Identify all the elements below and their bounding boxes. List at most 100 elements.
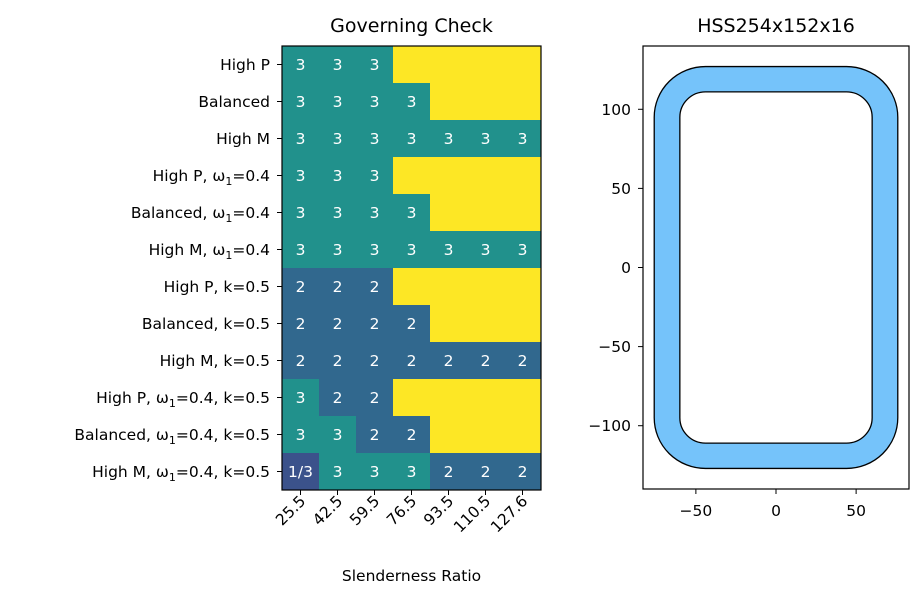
section-x-tick-label: 50 (846, 502, 866, 520)
heatmap-x-tick-label: 42.5 (309, 492, 346, 529)
heatmap-cell-label: 2 (370, 426, 380, 444)
heatmap-cell (319, 157, 357, 195)
heatmap-cell (467, 416, 505, 454)
heatmap-cell (393, 120, 431, 158)
heatmap-cell (356, 268, 394, 306)
heatmap-cell (393, 342, 431, 380)
heatmap-cell (504, 379, 542, 417)
heatmap-cell-label: 3 (296, 389, 306, 407)
heatmap-cell-label: 2 (370, 389, 380, 407)
heatmap-cell (430, 194, 468, 232)
heatmap-cell (504, 305, 542, 343)
heatmap-cell (319, 46, 357, 84)
heatmap-cell-label: 3 (370, 463, 380, 481)
heatmap-cell (319, 194, 357, 232)
heatmap-cell (356, 83, 394, 121)
heatmap-cell-label: 2 (481, 352, 491, 370)
heatmap-cell-label: 3 (333, 204, 343, 222)
heatmap-cell-label: 3 (333, 130, 343, 148)
heatmap-cell-label: 3 (370, 204, 380, 222)
heatmap-cell (467, 453, 505, 491)
heatmap-cell-label: 2 (296, 278, 306, 296)
section-y-ticks: 100 50 0 −50 −100 (588, 101, 643, 435)
heatmap-cell (430, 157, 468, 195)
heatmap-cell (393, 453, 431, 491)
heatmap-cell-label: 2 (333, 389, 343, 407)
heatmap-cell (356, 194, 394, 232)
heatmap-cell-label: 3 (296, 204, 306, 222)
heatmap-y-tick-label: Balanced, ω1=0.4, k=0.5 (74, 426, 270, 447)
heatmap-cell-label: 2 (370, 352, 380, 370)
heatmap-x-tick-label: 59.5 (346, 492, 383, 529)
heatmap-cell (282, 231, 320, 269)
heatmap-cell (356, 46, 394, 84)
heatmap-cell-label: 3 (370, 167, 380, 185)
heatmap-cell (430, 379, 468, 417)
heatmap-cell-label: 3 (296, 56, 306, 74)
heatmap-cell (356, 379, 394, 417)
heatmap-cell (430, 305, 468, 343)
heatmap-cell-label: 2 (296, 315, 306, 333)
heatmap-cell-label: 3 (370, 241, 380, 259)
heatmap-cell (504, 342, 542, 380)
heatmap-cell (504, 83, 542, 121)
heatmap-cell (319, 268, 357, 306)
heatmap-y-tick-label: Balanced, ω1=0.4 (131, 204, 270, 225)
heatmap-cell (393, 46, 431, 84)
heatmap-cell (393, 231, 431, 269)
heatmap-cell (504, 416, 542, 454)
heatmap-cell (319, 231, 357, 269)
heatmap-cell (356, 120, 394, 158)
heatmap-cell (467, 342, 505, 380)
heatmap-cell (430, 342, 468, 380)
heatmap-cell (393, 379, 431, 417)
heatmap-cell (393, 305, 431, 343)
heatmap-cell-label: 2 (481, 463, 491, 481)
heatmap-cell-label: 3 (370, 56, 380, 74)
heatmap-cell-label: 3 (296, 130, 306, 148)
heatmap-x-tick-label: 127.6 (487, 492, 531, 536)
heatmap-cell (467, 194, 505, 232)
heatmap-cell (467, 83, 505, 121)
heatmap-title: Governing Check (330, 15, 493, 37)
heatmap-cell (504, 46, 542, 84)
section-y-tick-label: 100 (601, 101, 631, 119)
heatmap-cell-label: 3 (444, 130, 454, 148)
heatmap-cell (430, 416, 468, 454)
heatmap-cell (430, 83, 468, 121)
heatmap-cell-label: 2 (333, 278, 343, 296)
heatmap-cell-label: 2 (407, 315, 417, 333)
heatmap-cell (282, 120, 320, 158)
heatmap-cell-label: 2 (518, 463, 528, 481)
heatmap-cell (393, 83, 431, 121)
heatmap-y-tick-label: High M, k=0.5 (160, 352, 270, 370)
heatmap-cell (467, 120, 505, 158)
heatmap-cell (504, 120, 542, 158)
heatmap-cell-label: 3 (481, 241, 491, 259)
heatmap-cell-label: 2 (333, 352, 343, 370)
heatmap-cell (356, 305, 394, 343)
section-x-tick-label: 0 (771, 502, 781, 520)
heatmap-y-tick-label: High M, ω1=0.4 (149, 241, 270, 262)
heatmap-y-tick-label: High P, k=0.5 (164, 278, 270, 296)
heatmap-cell (319, 83, 357, 121)
heatmap-y-tick-label: Balanced (198, 93, 270, 111)
heatmap-cell-label: 3 (296, 241, 306, 259)
heatmap-cell (430, 268, 468, 306)
heatmap-cell (282, 453, 320, 491)
heatmap-cell (319, 379, 357, 417)
heatmap-cell-label: 3 (333, 426, 343, 444)
heatmap-cell-label: 2 (444, 463, 454, 481)
heatmap-cell-label: 3 (518, 130, 528, 148)
section-x-ticks: −50 0 50 (680, 489, 866, 520)
heatmap-cell-label: 3 (333, 167, 343, 185)
hss-section-shape (653, 65, 899, 470)
heatmap-cell-label: 3 (296, 426, 306, 444)
heatmap-cell (356, 416, 394, 454)
heatmap-cell (430, 453, 468, 491)
heatmap-cell (319, 305, 357, 343)
heatmap-cell (319, 453, 357, 491)
heatmap-cell-label: 3 (333, 93, 343, 111)
heatmap-cell (282, 268, 320, 306)
heatmap-cell-label: 3 (481, 130, 491, 148)
